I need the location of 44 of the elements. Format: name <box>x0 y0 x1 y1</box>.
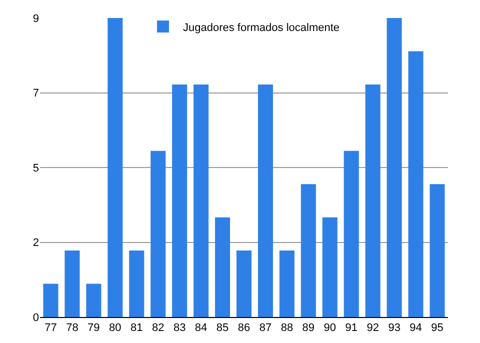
y-tick-label: 0 <box>32 312 39 324</box>
x-tick-label: 83 <box>173 322 186 334</box>
x-tick-label: 94 <box>410 322 422 334</box>
x-tick-label: 92 <box>366 322 379 334</box>
legend-label: Jugadores formados localmente <box>183 22 340 34</box>
bar <box>322 217 338 317</box>
bar <box>408 51 424 317</box>
x-tick-label: 88 <box>280 322 294 334</box>
bar <box>194 84 209 317</box>
x-tick-label: 77 <box>44 322 57 334</box>
bar <box>386 18 402 317</box>
bar <box>108 18 123 317</box>
x-tick-label: 90 <box>324 322 336 334</box>
bar <box>215 217 230 317</box>
bar <box>129 250 144 317</box>
x-tick-label: 93 <box>388 322 400 334</box>
x-tick-label: 80 <box>109 322 122 334</box>
bar <box>279 250 294 317</box>
bar <box>300 184 316 317</box>
x-tick-label: 87 <box>259 322 272 334</box>
y-tick-label: 2 <box>32 237 39 250</box>
x-tick-label: 91 <box>345 322 358 334</box>
bar <box>344 150 359 317</box>
bar <box>150 150 166 317</box>
x-tick-label: 81 <box>130 322 143 334</box>
x-tick-label: 82 <box>152 322 164 334</box>
bar <box>172 84 188 317</box>
y-tick-label: 9 <box>32 12 39 25</box>
x-tick-label: 95 <box>431 322 444 334</box>
bar <box>258 84 273 317</box>
bar <box>43 284 58 317</box>
bar <box>365 84 380 317</box>
x-tick-label: 78 <box>66 322 78 334</box>
bar <box>86 284 102 317</box>
bar <box>236 250 252 317</box>
x-tick-label: 79 <box>88 322 100 334</box>
x-tick-label: 86 <box>238 322 250 334</box>
y-tick-label: 7 <box>32 88 39 100</box>
y-tick-label: 5 <box>32 162 39 174</box>
x-tick-label: 85 <box>216 322 229 334</box>
bar <box>64 250 80 317</box>
x-tick-label: 89 <box>302 322 315 334</box>
bar <box>430 184 445 317</box>
x-tick-label: 84 <box>194 322 208 334</box>
